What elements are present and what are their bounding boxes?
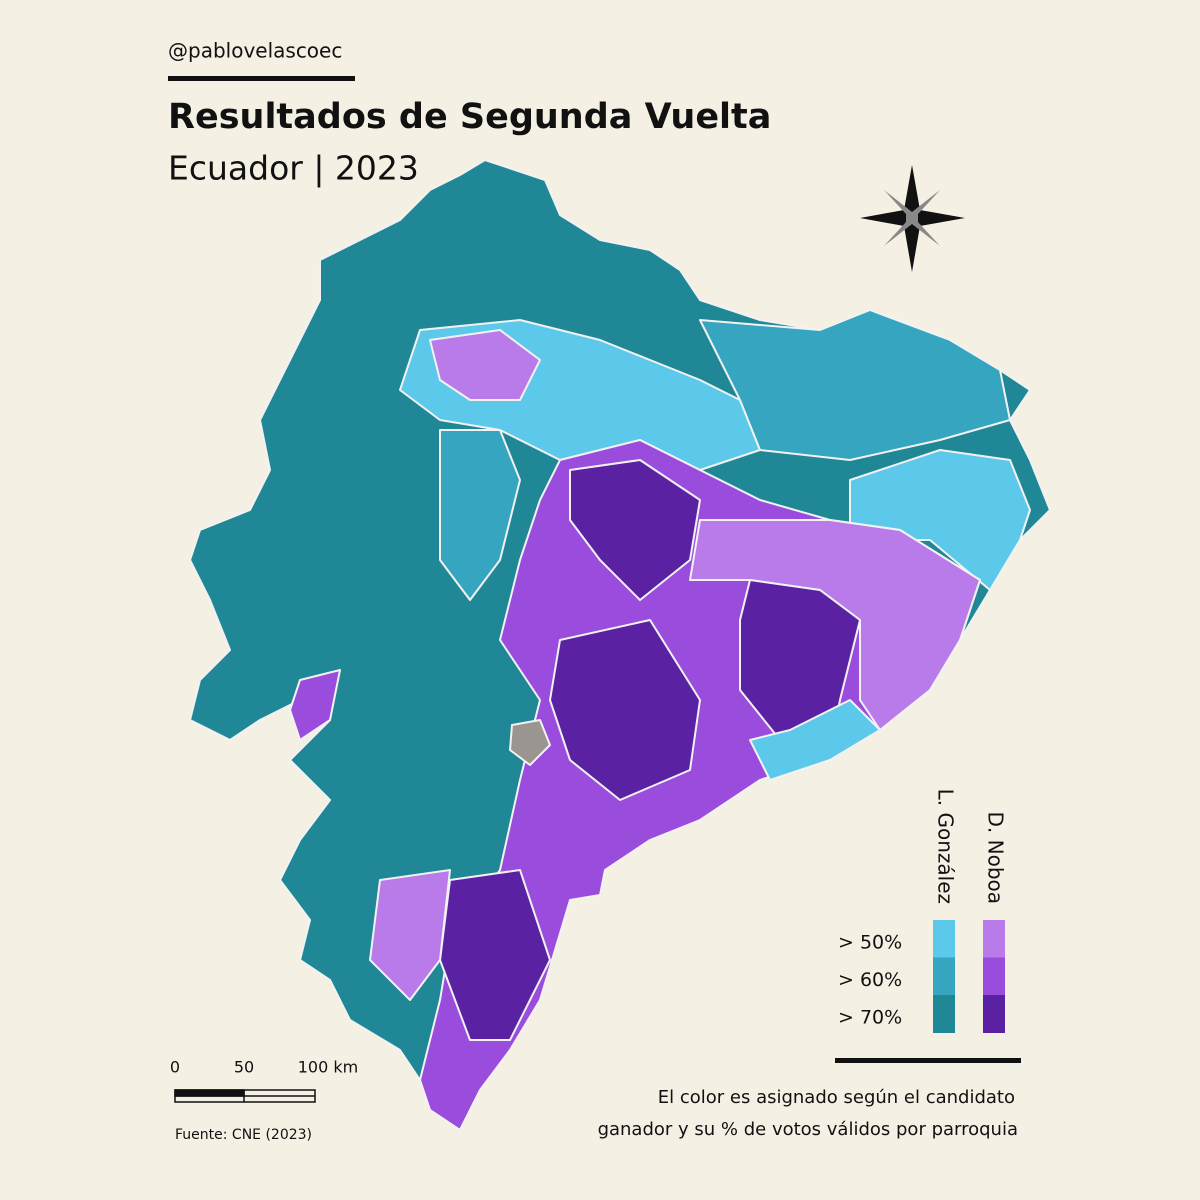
legend-swatch: [983, 957, 1005, 996]
legend-swatch: [983, 920, 1005, 958]
region: [439, 429, 521, 601]
compass: [860, 165, 965, 272]
legend: L. González D. Noboa > 50% > 60% > 70%: [838, 789, 1008, 1033]
compass-star-secondary: [884, 190, 940, 246]
handle: @pablovelascoec: [168, 39, 342, 63]
no-data-region: [509, 719, 551, 766]
region: [699, 309, 1011, 461]
region: [289, 669, 341, 741]
legend-threshold: > 50%: [838, 931, 902, 953]
scale-label: 100 km: [298, 1058, 358, 1077]
legend-threshold: > 70%: [838, 1006, 902, 1028]
scale-bar-fill: [174, 1089, 245, 1097]
scale-label: 0: [170, 1058, 180, 1077]
title-rule: [168, 76, 355, 81]
legend-swatch: [933, 957, 955, 996]
region: [549, 619, 701, 801]
legend-candidate: D. Noboa: [984, 812, 1008, 905]
scale-bar: [174, 1089, 316, 1103]
source: Fuente: CNE (2023): [175, 1127, 312, 1143]
caption-line: ganador y su % de votos válidos por parr…: [598, 1119, 1018, 1140]
caption-line: El color es asignado según el candidato: [658, 1087, 1015, 1108]
region: [749, 699, 881, 781]
legend-swatch: [933, 995, 955, 1033]
legend-threshold: > 60%: [838, 969, 902, 991]
region: [369, 869, 451, 1001]
region: [569, 459, 701, 601]
legend-rule: [835, 1058, 1021, 1063]
title: Resultados de Segunda Vuelta: [168, 97, 771, 137]
legend-swatch: [933, 920, 955, 958]
map: [189, 159, 1051, 1131]
legend-candidate: L. González: [934, 789, 958, 904]
region: [429, 329, 541, 401]
legend-swatch: [983, 995, 1005, 1033]
subtitle: Ecuador | 2023: [168, 149, 419, 188]
scale-label: 50: [234, 1058, 254, 1077]
